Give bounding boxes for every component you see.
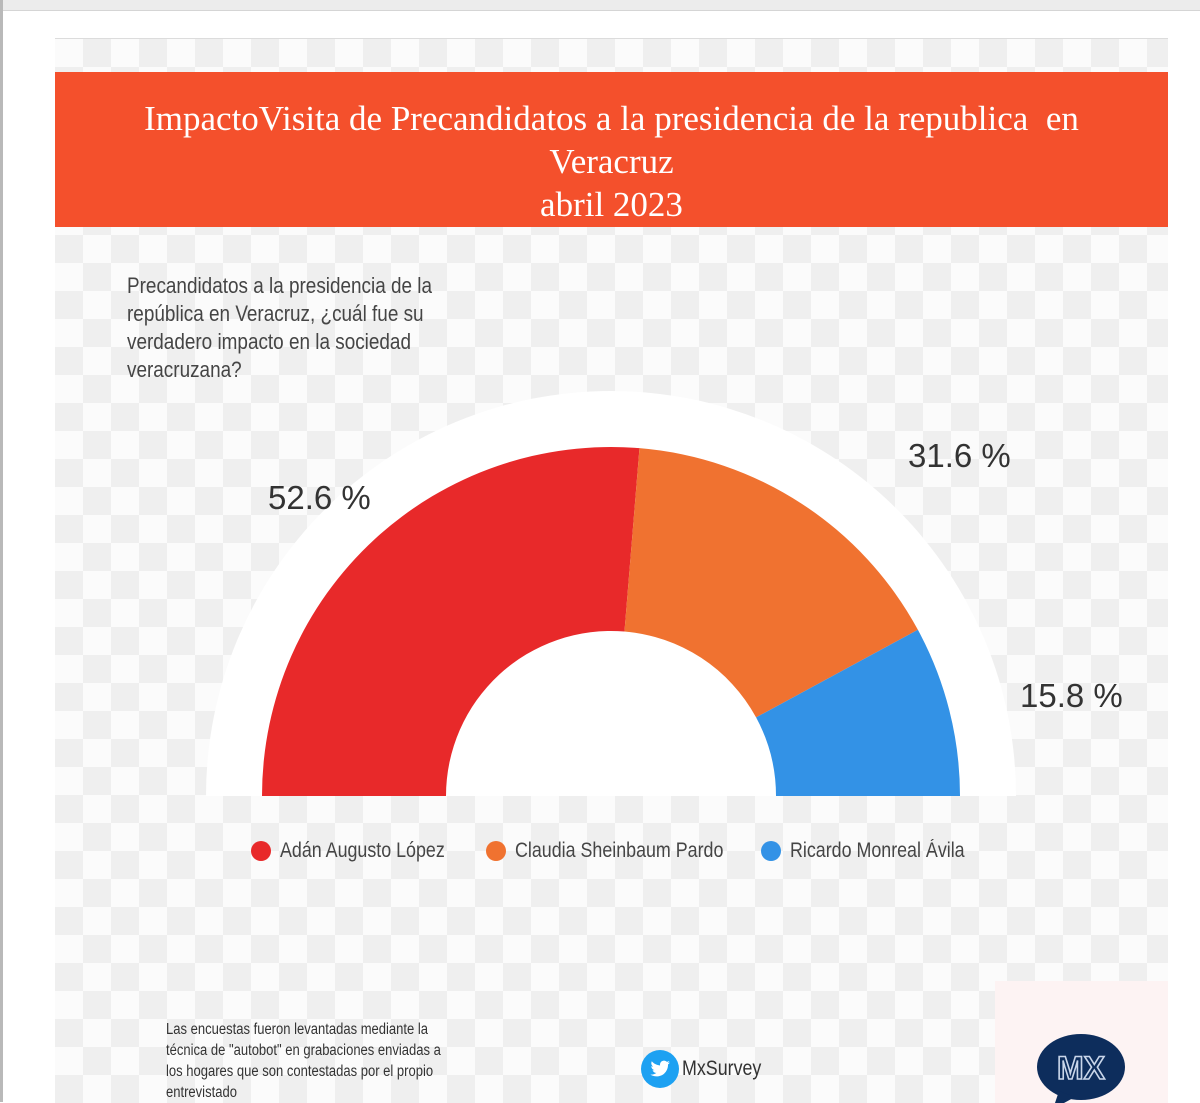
window-left-edge (0, 0, 3, 1102)
title-line-1: ImpactoVisita de Precandidatos a la pres… (144, 99, 1079, 138)
legend-dot-claudia (486, 841, 506, 861)
data-label-2: 31.6 % (908, 437, 1011, 474)
data-label-1: 52.6 % (268, 479, 371, 516)
chart-legend: Adán Augusto López Claudia Sheinbaum Par… (55, 839, 1168, 871)
legend-label-ricardo: Ricardo Monreal Ávila (790, 839, 965, 862)
title-line-3: abril 2023 (540, 185, 683, 224)
legend-item-ricardo: Ricardo Monreal Ávila (761, 839, 995, 863)
title-banner: ImpactoVisita de Precandidatos a la pres… (55, 72, 1168, 227)
legend-dot-adan (251, 841, 271, 861)
twitter-handle: MxSurvey (682, 1057, 762, 1080)
slice-3 (756, 629, 961, 796)
legend-label-adan: Adán Augusto López (280, 839, 445, 862)
title-line-2: Veracruz (549, 142, 674, 181)
semicircle-donut-chart: 52.6 % 31.6 % 15.8 % (206, 391, 1123, 796)
legend-label-claudia: Claudia Sheinbaum Pardo (515, 839, 724, 862)
twitter-bird-icon (641, 1050, 679, 1088)
logo-panel: MX (995, 981, 1168, 1103)
methodology-note: Las encuestas fueron levantadas mediante… (166, 1021, 441, 1101)
legend-item-claudia: Claudia Sheinbaum Pardo (486, 839, 760, 863)
twitter-credit: MxSurvey (640, 1049, 775, 1089)
infographic-card: ImpactoVisita de Precandidatos a la pres… (55, 38, 1168, 1103)
legend-dot-ricardo (761, 841, 781, 861)
slice-1 (262, 447, 640, 796)
slice-2 (624, 448, 918, 718)
legend-item-adan: Adán Augusto López (251, 839, 474, 863)
window-top-bar (0, 0, 1200, 11)
logo-text: MX (1057, 1050, 1106, 1086)
survey-question: Precandidatos a la presidencia de la rep… (127, 273, 433, 382)
mx-survey-logo: MX (1037, 1034, 1125, 1103)
data-label-3: 15.8 % (1020, 677, 1123, 714)
